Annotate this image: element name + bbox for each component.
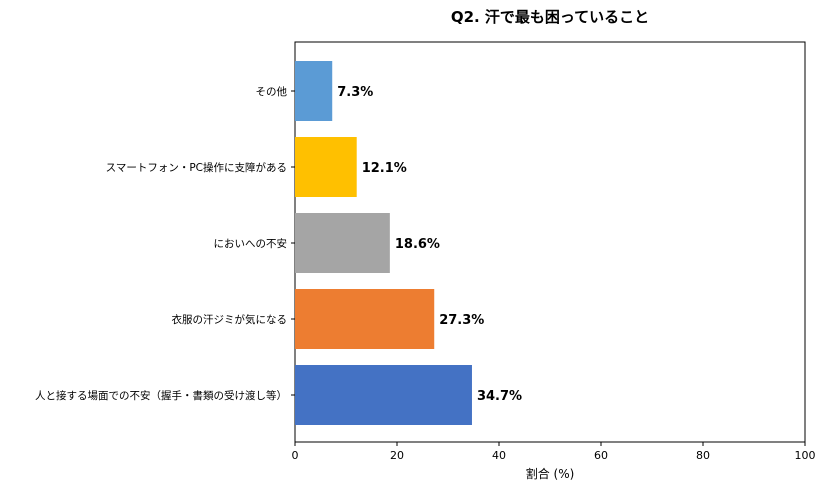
x-axis-label: 割合 (%) — [526, 466, 575, 481]
value-label: 7.3% — [337, 85, 373, 100]
bar — [295, 213, 390, 273]
category-label: その他 — [256, 85, 288, 98]
bar — [295, 61, 333, 121]
x-tick-label: 100 — [795, 449, 816, 462]
bar — [295, 137, 357, 197]
category-label: 衣服の汗ジミが気になる — [172, 313, 288, 326]
category-label: スマートフォン・PC操作に支障がある — [106, 161, 287, 174]
category-label: においへの不安 — [214, 237, 288, 250]
x-tick-label: 80 — [696, 449, 710, 462]
x-tick-label: 40 — [492, 449, 506, 462]
value-label: 34.7% — [477, 389, 522, 404]
value-label: 27.3% — [439, 313, 484, 328]
bars-layer: 34.7% 27.3% 18.6% 12.1% 7.3% — [295, 61, 522, 425]
x-tick-label: 0 — [292, 449, 299, 462]
y-axis: 人と接する場面での不安（握手・書類の受け渡し等） 衣服の汗ジミが気になる においへの… — [35, 85, 295, 402]
bar — [295, 289, 435, 349]
x-axis: 0 20 40 60 80 100 — [292, 442, 816, 462]
x-tick-label: 60 — [594, 449, 608, 462]
bar — [295, 365, 472, 425]
category-label: 人と接する場面での不安（握手・書類の受け渡し等） — [35, 389, 287, 402]
value-label: 12.1% — [362, 161, 407, 176]
x-tick-label: 20 — [390, 449, 404, 462]
chart-title: Q2. 汗で最も困っていること — [450, 8, 650, 26]
value-label: 18.6% — [395, 237, 440, 252]
